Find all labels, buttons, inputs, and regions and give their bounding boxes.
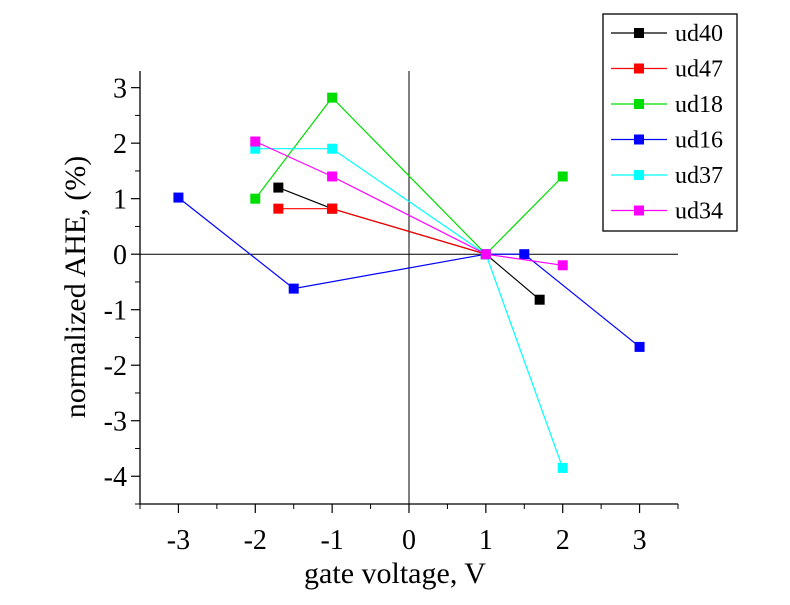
y-tick-label: -2 [104,351,127,382]
data-point-ud18 [327,92,338,103]
y-axis-label: normalized AHE, (%) [59,156,92,418]
x-tick-label: 2 [556,525,570,556]
series-layer [173,92,645,473]
legend-label-ud34: ud34 [675,199,723,225]
legend-label-ud47: ud47 [675,57,723,83]
legend-label-ud37: ud37 [675,163,723,189]
x-axis-label: gate voltage, V [304,557,486,590]
legend-marker-ud37 [634,170,644,180]
data-point-ud37 [250,143,261,154]
legend-label-ud16: ud16 [675,128,723,154]
series-line-ud37 [255,148,564,469]
y-tick-label: -4 [104,462,127,493]
x-tick-label: -3 [167,525,190,556]
axes-layer: -3 -2 -1 0 1 2 3 3 2 1 0 -1 -2 -3 -4 [104,71,679,556]
x-tick-label: 3 [633,525,647,556]
y-tick-label: 2 [113,129,127,160]
y-tick-label: -3 [104,407,127,438]
data-point-ud47 [273,203,284,214]
data-point-ud37 [327,143,338,154]
legend-marker-ud18 [634,99,644,109]
data-point-ud40 [534,294,545,305]
data-point-ud18 [250,193,261,204]
data-point-ud16 [634,341,645,352]
data-point-ud40 [273,182,284,193]
data-point-ud34 [327,171,338,182]
legend-label-ud40: ud40 [675,21,723,47]
legend-marker-ud47 [634,63,644,74]
data-point-ud34 [557,260,568,271]
x-tick-label: -2 [244,525,267,556]
y-tick-label: 1 [113,185,127,216]
series-line-ud34 [255,140,563,266]
series-line-ud47 [278,208,487,255]
x-tick-label: 1 [479,525,493,556]
x-tick-label: 0 [402,525,416,556]
data-point-ud16 [519,249,530,260]
data-point-ud18 [557,171,568,182]
legend-marker-ud34 [634,205,644,216]
legend-box [602,13,738,232]
legend-marker-ud16 [634,134,644,145]
y-tick-label: -1 [104,296,127,327]
data-point-ud16 [288,283,299,294]
legend: ud40 ud47 ud18 ud16 ud37 ud34 [602,13,738,232]
data-point-ud37 [557,462,568,473]
y-tick-label: 0 [113,240,127,271]
data-point-ud47 [327,203,338,214]
y-tick-label: 3 [113,74,127,105]
legend-marker-ud40 [634,28,644,38]
data-point-ud16 [173,192,184,203]
data-point-ud34 [250,136,261,147]
legend-label-ud18: ud18 [675,92,723,118]
x-tick-label: -1 [320,525,343,556]
data-point-ud34 [480,249,491,260]
